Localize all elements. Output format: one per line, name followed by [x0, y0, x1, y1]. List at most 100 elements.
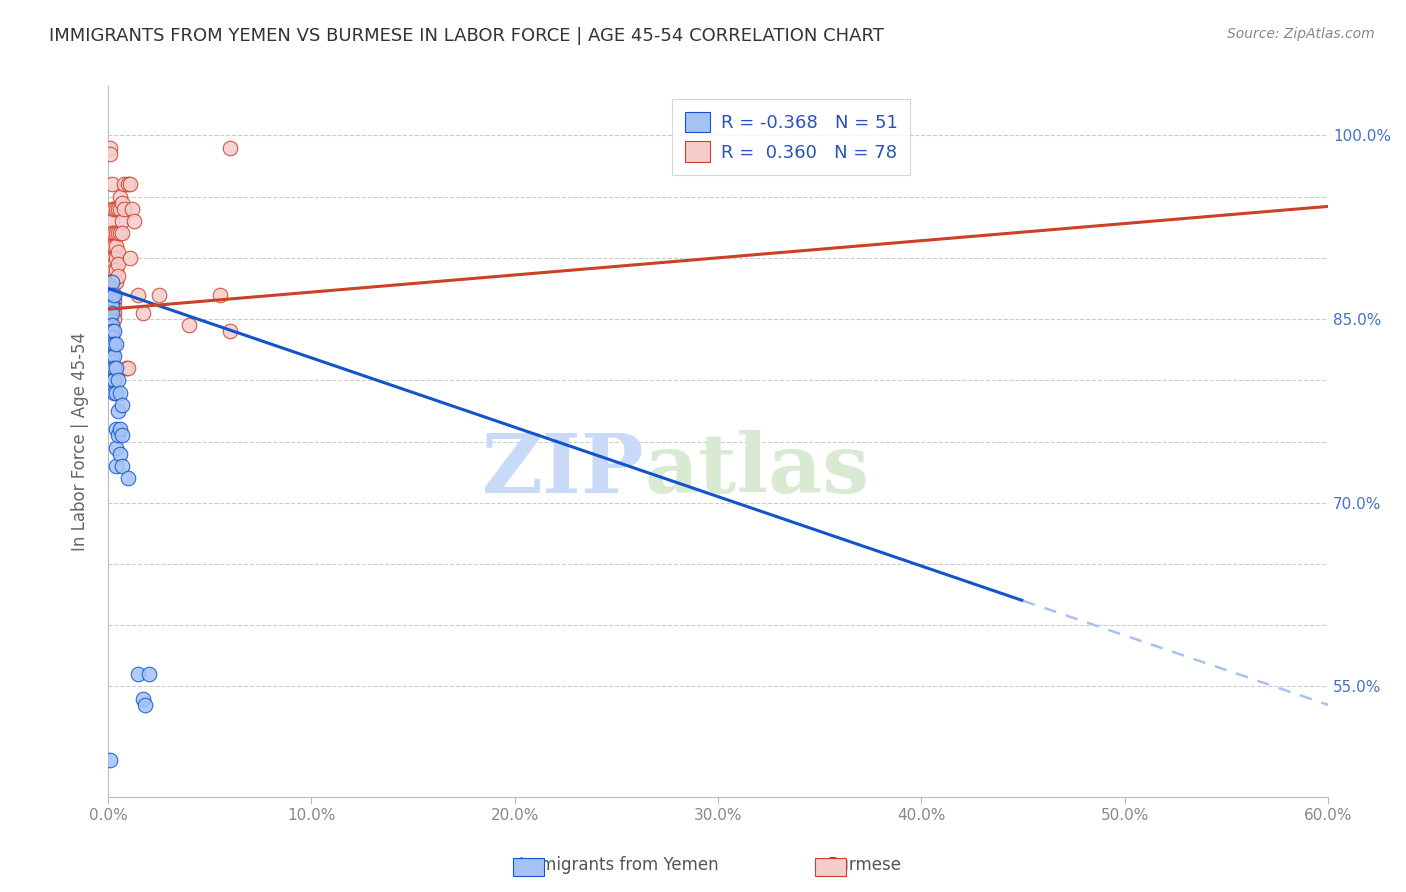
Point — [98, 306, 121, 320]
Point — [101, 269, 124, 284]
Point — [103, 238, 125, 252]
Point — [105, 251, 128, 265]
Point — [98, 318, 121, 333]
Point — [101, 293, 124, 308]
Point — [101, 275, 124, 289]
Point — [105, 336, 128, 351]
Point — [101, 349, 124, 363]
Point — [101, 257, 124, 271]
Point — [103, 251, 125, 265]
Point — [108, 202, 131, 216]
Point — [98, 336, 121, 351]
Point — [107, 202, 129, 216]
Point — [107, 244, 129, 259]
Point — [98, 275, 121, 289]
Point — [103, 324, 125, 338]
Point — [98, 324, 121, 338]
Point — [98, 287, 121, 301]
Point — [98, 306, 121, 320]
Point — [101, 312, 124, 326]
Point — [101, 227, 124, 241]
Point — [101, 300, 124, 314]
Point — [101, 355, 124, 369]
Point — [117, 471, 139, 485]
Point — [101, 324, 124, 338]
Point — [179, 318, 201, 333]
Text: Source: ZipAtlas.com: Source: ZipAtlas.com — [1227, 27, 1375, 41]
Point — [124, 214, 146, 228]
Point — [108, 385, 131, 400]
Point — [105, 202, 128, 216]
Point — [103, 202, 125, 216]
Point — [120, 178, 142, 192]
Point — [101, 373, 124, 387]
Point — [117, 361, 139, 376]
Point — [101, 275, 124, 289]
Point — [98, 343, 121, 357]
Point — [103, 287, 125, 301]
Point — [103, 336, 125, 351]
Point — [111, 428, 134, 442]
Point — [98, 343, 121, 357]
Point — [101, 287, 124, 301]
Point — [105, 422, 128, 436]
Point — [108, 227, 131, 241]
Point — [115, 361, 138, 376]
Point — [101, 238, 124, 252]
Point — [105, 227, 128, 241]
Point — [103, 227, 125, 241]
Text: ZIP: ZIP — [482, 430, 645, 510]
Point — [101, 306, 124, 320]
Point — [101, 330, 124, 344]
Point — [101, 324, 124, 338]
Point — [98, 293, 121, 308]
Point — [138, 667, 160, 681]
Point — [105, 385, 128, 400]
Point — [101, 214, 124, 228]
Point — [98, 140, 121, 154]
Point — [98, 318, 121, 333]
Point — [103, 300, 125, 314]
Point — [117, 178, 139, 192]
Point — [107, 269, 129, 284]
Point — [219, 140, 242, 154]
Point — [103, 361, 125, 376]
Point — [101, 287, 124, 301]
Y-axis label: In Labor Force | Age 45-54: In Labor Force | Age 45-54 — [72, 332, 89, 551]
Point — [101, 251, 124, 265]
Point — [103, 257, 125, 271]
Point — [98, 312, 121, 326]
Point — [101, 336, 124, 351]
Point — [111, 195, 134, 210]
Point — [108, 447, 131, 461]
Point — [128, 667, 150, 681]
Point — [128, 287, 150, 301]
Point — [101, 178, 124, 192]
Point — [219, 324, 242, 338]
Point — [98, 330, 121, 344]
Text: Burmese: Burmese — [828, 855, 901, 873]
Point — [103, 263, 125, 277]
Point — [101, 293, 124, 308]
Point — [101, 318, 124, 333]
Point — [103, 373, 125, 387]
Point — [101, 300, 124, 314]
Legend: R = -0.368   N = 51, R =  0.360   N = 78: R = -0.368 N = 51, R = 0.360 N = 78 — [672, 99, 911, 175]
Point — [103, 312, 125, 326]
Point — [108, 189, 131, 203]
Point — [98, 300, 121, 314]
Point — [103, 385, 125, 400]
Point — [107, 428, 129, 442]
Point — [98, 324, 121, 338]
Point — [120, 251, 142, 265]
Point — [105, 238, 128, 252]
Point — [121, 202, 143, 216]
Point — [101, 361, 124, 376]
Point — [131, 691, 153, 706]
Point — [131, 306, 153, 320]
Point — [107, 404, 129, 418]
Point — [98, 287, 121, 301]
Point — [112, 202, 135, 216]
Point — [111, 398, 134, 412]
Point — [105, 263, 128, 277]
